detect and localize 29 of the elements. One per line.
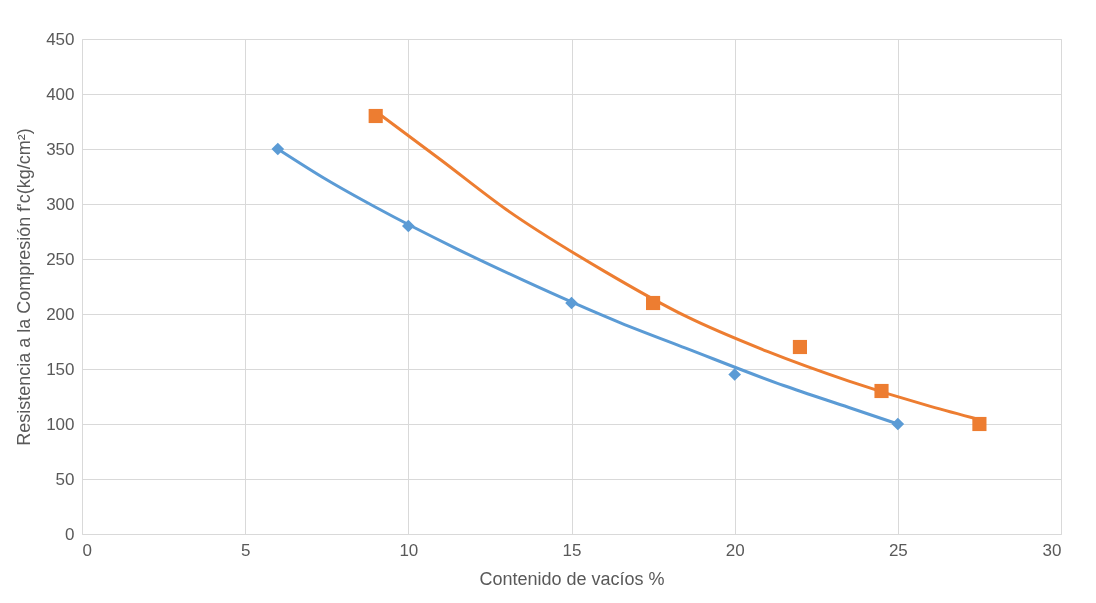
y-tick-label: 50: [55, 469, 75, 489]
y-tick-label: 150: [46, 359, 75, 379]
point: [402, 219, 415, 233]
point: [646, 295, 661, 311]
y-axis-title: Resistencia a la Compresión f'c(kg/cm²): [14, 128, 35, 446]
y-tick-label: 100: [46, 414, 75, 434]
x-axis-title: Contenido de vacíos %: [479, 568, 665, 589]
y-tick-label: 300: [46, 194, 75, 214]
x-tick-label: 25: [888, 540, 908, 560]
point: [891, 417, 905, 431]
point: [271, 142, 285, 156]
point: [565, 296, 578, 310]
y-tick-label: 400: [46, 84, 75, 104]
x-tick-label: 0: [82, 540, 92, 560]
x-tick-label: 20: [725, 540, 745, 560]
y-tick-label: 450: [46, 29, 75, 49]
y-tick-label: 250: [46, 249, 75, 269]
y-tick-label: 200: [46, 304, 75, 324]
x-tick-label: 15: [562, 540, 582, 560]
x-tick-label: 5: [240, 540, 251, 560]
point: [728, 368, 741, 381]
point: [792, 339, 807, 355]
point: [972, 416, 987, 432]
y-tick-label: 0: [65, 524, 75, 544]
x-tick-label: 30: [1042, 540, 1062, 560]
y-tick-label: 350: [46, 139, 75, 159]
x-tick-label: 10: [399, 540, 419, 560]
point: [874, 383, 889, 399]
point: [368, 108, 383, 124]
